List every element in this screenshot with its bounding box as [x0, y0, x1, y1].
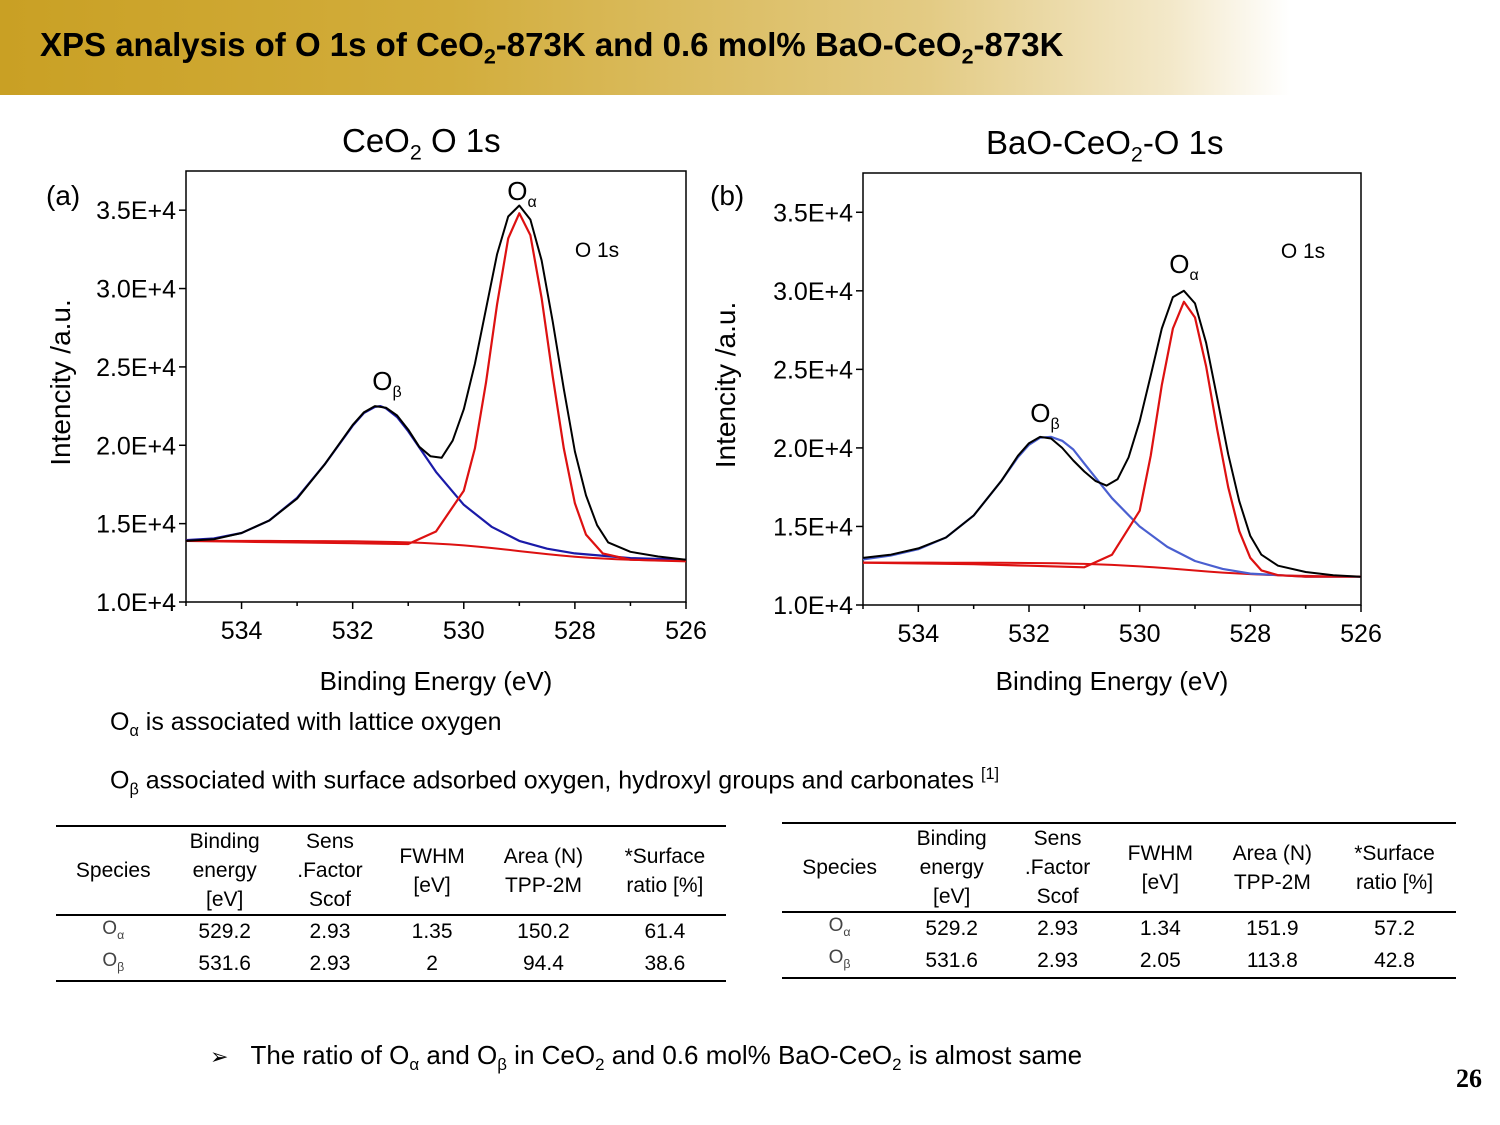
species-cell: Oα [102, 918, 125, 942]
arrow-bullet-icon: ➢ [210, 1044, 229, 1069]
col-sens-factor: Sens .Factor Scof [297, 830, 363, 911]
measured-line [185, 204, 687, 561]
x-axis-label: Binding Energy (eV) [996, 666, 1229, 696]
slide-title: XPS analysis of O 1s of CeO2-873K and 0.… [40, 26, 1064, 69]
y-tick-label: 3.5E+4 [773, 199, 853, 227]
chart-b-title: BaO-CeO2-O 1s [986, 124, 1224, 167]
y-tick-label: 3.0E+4 [773, 278, 853, 306]
col-binding-energy: Binding energy [eV] [916, 827, 987, 908]
background-line [186, 539, 687, 562]
x-tick-label: 530 [443, 617, 485, 645]
area-cell: 151.9 [1246, 917, 1299, 941]
y-tick-label: 3.0E+4 [96, 276, 176, 304]
o-beta-label: Oβ [372, 366, 401, 401]
x-tick-label: 526 [665, 617, 707, 645]
col-sens-factor: Sens .Factor Scof [1024, 827, 1091, 908]
panel-label-a: (a) [46, 180, 81, 211]
table-bao-ceo2: Species Binding energy [eV] Sens .Factor Sco… [782, 822, 1456, 979]
o-beta-label: Oβ [1030, 398, 1059, 433]
col-surface-ratio: *Surface ratio [%] [1354, 841, 1435, 894]
col-binding-energy: Binding energy [eV] [189, 830, 260, 911]
x-tick-label: 526 [1340, 620, 1382, 648]
chart-a: 534 532 530 528 526 1.0E+4 1.5E+4 2.0E+4 2.5E+4 3… [45, 170, 707, 696]
y-tick-label: 1.0E+4 [773, 592, 853, 620]
x-tick-label: 528 [1229, 620, 1271, 648]
species-cell: Oβ [828, 946, 851, 971]
surface-ratio-cell: 61.4 [644, 920, 686, 944]
x-tick-label: 528 [554, 617, 596, 645]
y-tick-label: 3.5E+4 [96, 197, 176, 225]
surface-ratio-cell: 38.6 [644, 952, 686, 976]
table-row: Oβ 531.6 2.93 2 94.4 38.6 [56, 948, 726, 981]
binding-energy-cell: 529.2 [198, 920, 251, 944]
fwhm-cell: 2.05 [1139, 949, 1181, 973]
binding-energy-cell: 531.6 [198, 952, 251, 976]
o-alpha-fit-line [185, 212, 687, 563]
col-surface-ratio: *Surface ratio [%] [624, 844, 706, 897]
col-species: Species [75, 859, 151, 882]
chart-b: 534 532 530 528 526 1.0E+4 1.5E+4 2.0E+4 2.5E+4 3… [710, 172, 1382, 696]
page-number: 26 [1456, 1064, 1482, 1093]
sens-factor-cell: 2.93 [309, 920, 351, 944]
o1s-annotation: O 1s [1281, 240, 1325, 263]
binding-energy-cell: 529.2 [925, 917, 978, 941]
o1s-annotation: O 1s [575, 239, 619, 262]
y-tick-label: 1.5E+4 [96, 511, 176, 539]
y-tick-label: 2.0E+4 [96, 432, 176, 460]
table-row: Oα 529.2 2.93 1.35 150.2 61.4 [56, 915, 726, 948]
sens-factor-cell: 2.93 [309, 952, 351, 976]
fwhm-cell: 1.35 [411, 920, 453, 944]
panel-label-b: (b) [710, 180, 745, 211]
fwhm-cell: 1.34 [1139, 917, 1181, 941]
binding-energy-cell: 531.6 [925, 949, 978, 973]
note-o-alpha: Oα is associated with lattice oxygen [110, 708, 502, 740]
y-tick-label: 1.5E+4 [773, 513, 853, 541]
o-alpha-label: Oα [507, 176, 536, 211]
table-row: Oα 529.2 2.93 1.34 151.9 57.2 [782, 912, 1456, 945]
note-o-beta: Oβ associated with surface adsorbed oxyg… [110, 765, 1000, 799]
chart-a-title: CeO2 O 1s [342, 122, 501, 165]
x-tick-label: 532 [1008, 620, 1050, 648]
area-cell: 113.8 [1246, 949, 1298, 973]
surface-ratio-cell: 42.8 [1374, 949, 1415, 973]
y-tick-label: 2.5E+4 [773, 356, 853, 384]
y-tick-label: 2.0E+4 [773, 435, 853, 463]
species-cell: Oα [828, 915, 851, 939]
col-species: Species [802, 856, 877, 879]
col-area: Area (N) TPP-2M [503, 844, 584, 897]
area-cell: 94.4 [523, 952, 564, 976]
plot-frame [862, 172, 1362, 606]
sens-factor-cell: 2.93 [1037, 949, 1079, 973]
x-tick-label: 530 [1119, 620, 1161, 648]
table-header-row: Species Binding energy [eV] Sens .Factor Sco… [56, 826, 726, 915]
o-alpha-fit-line [862, 300, 1361, 578]
x-tick-label: 532 [332, 617, 374, 645]
y-tick-label: 2.5E+4 [96, 354, 176, 382]
x-axis-label: Binding Energy (eV) [320, 666, 553, 696]
surface-ratio-cell: 57.2 [1374, 917, 1415, 941]
x-tick-label: 534 [897, 620, 939, 648]
plot-frame [185, 170, 687, 603]
area-cell: 150.2 [517, 920, 570, 944]
conclusion-bullet: ➢ The ratio of Oα and Oβ in CeO2 and 0.6 … [210, 1040, 1083, 1075]
col-area: Area (N) TPP-2M [1232, 841, 1313, 894]
col-fwhm: FWHM [eV] [399, 844, 465, 897]
fwhm-cell: 2 [426, 952, 438, 976]
sens-factor-cell: 2.93 [1037, 917, 1079, 941]
title-bar [0, 0, 1500, 95]
measured-line [862, 289, 1362, 578]
table-row: Oβ 531.6 2.93 2.05 113.8 42.8 [782, 945, 1456, 978]
y-tick-label: 1.0E+4 [96, 589, 176, 617]
table-ceo2: Species Binding energy [eV] Sens .Factor Sco… [56, 825, 726, 982]
y-axis-label: Intencity /a.u. [45, 299, 76, 466]
x-tick-label: 534 [221, 617, 263, 645]
o-alpha-label: Oα [1169, 249, 1198, 284]
y-axis-label: Intencity /a.u. [710, 302, 741, 469]
col-fwhm: FWHM [eV] [1127, 841, 1193, 894]
table-header-row: Species Binding energy [eV] Sens .Factor Sco… [782, 823, 1456, 912]
species-cell: Oβ [102, 949, 125, 974]
